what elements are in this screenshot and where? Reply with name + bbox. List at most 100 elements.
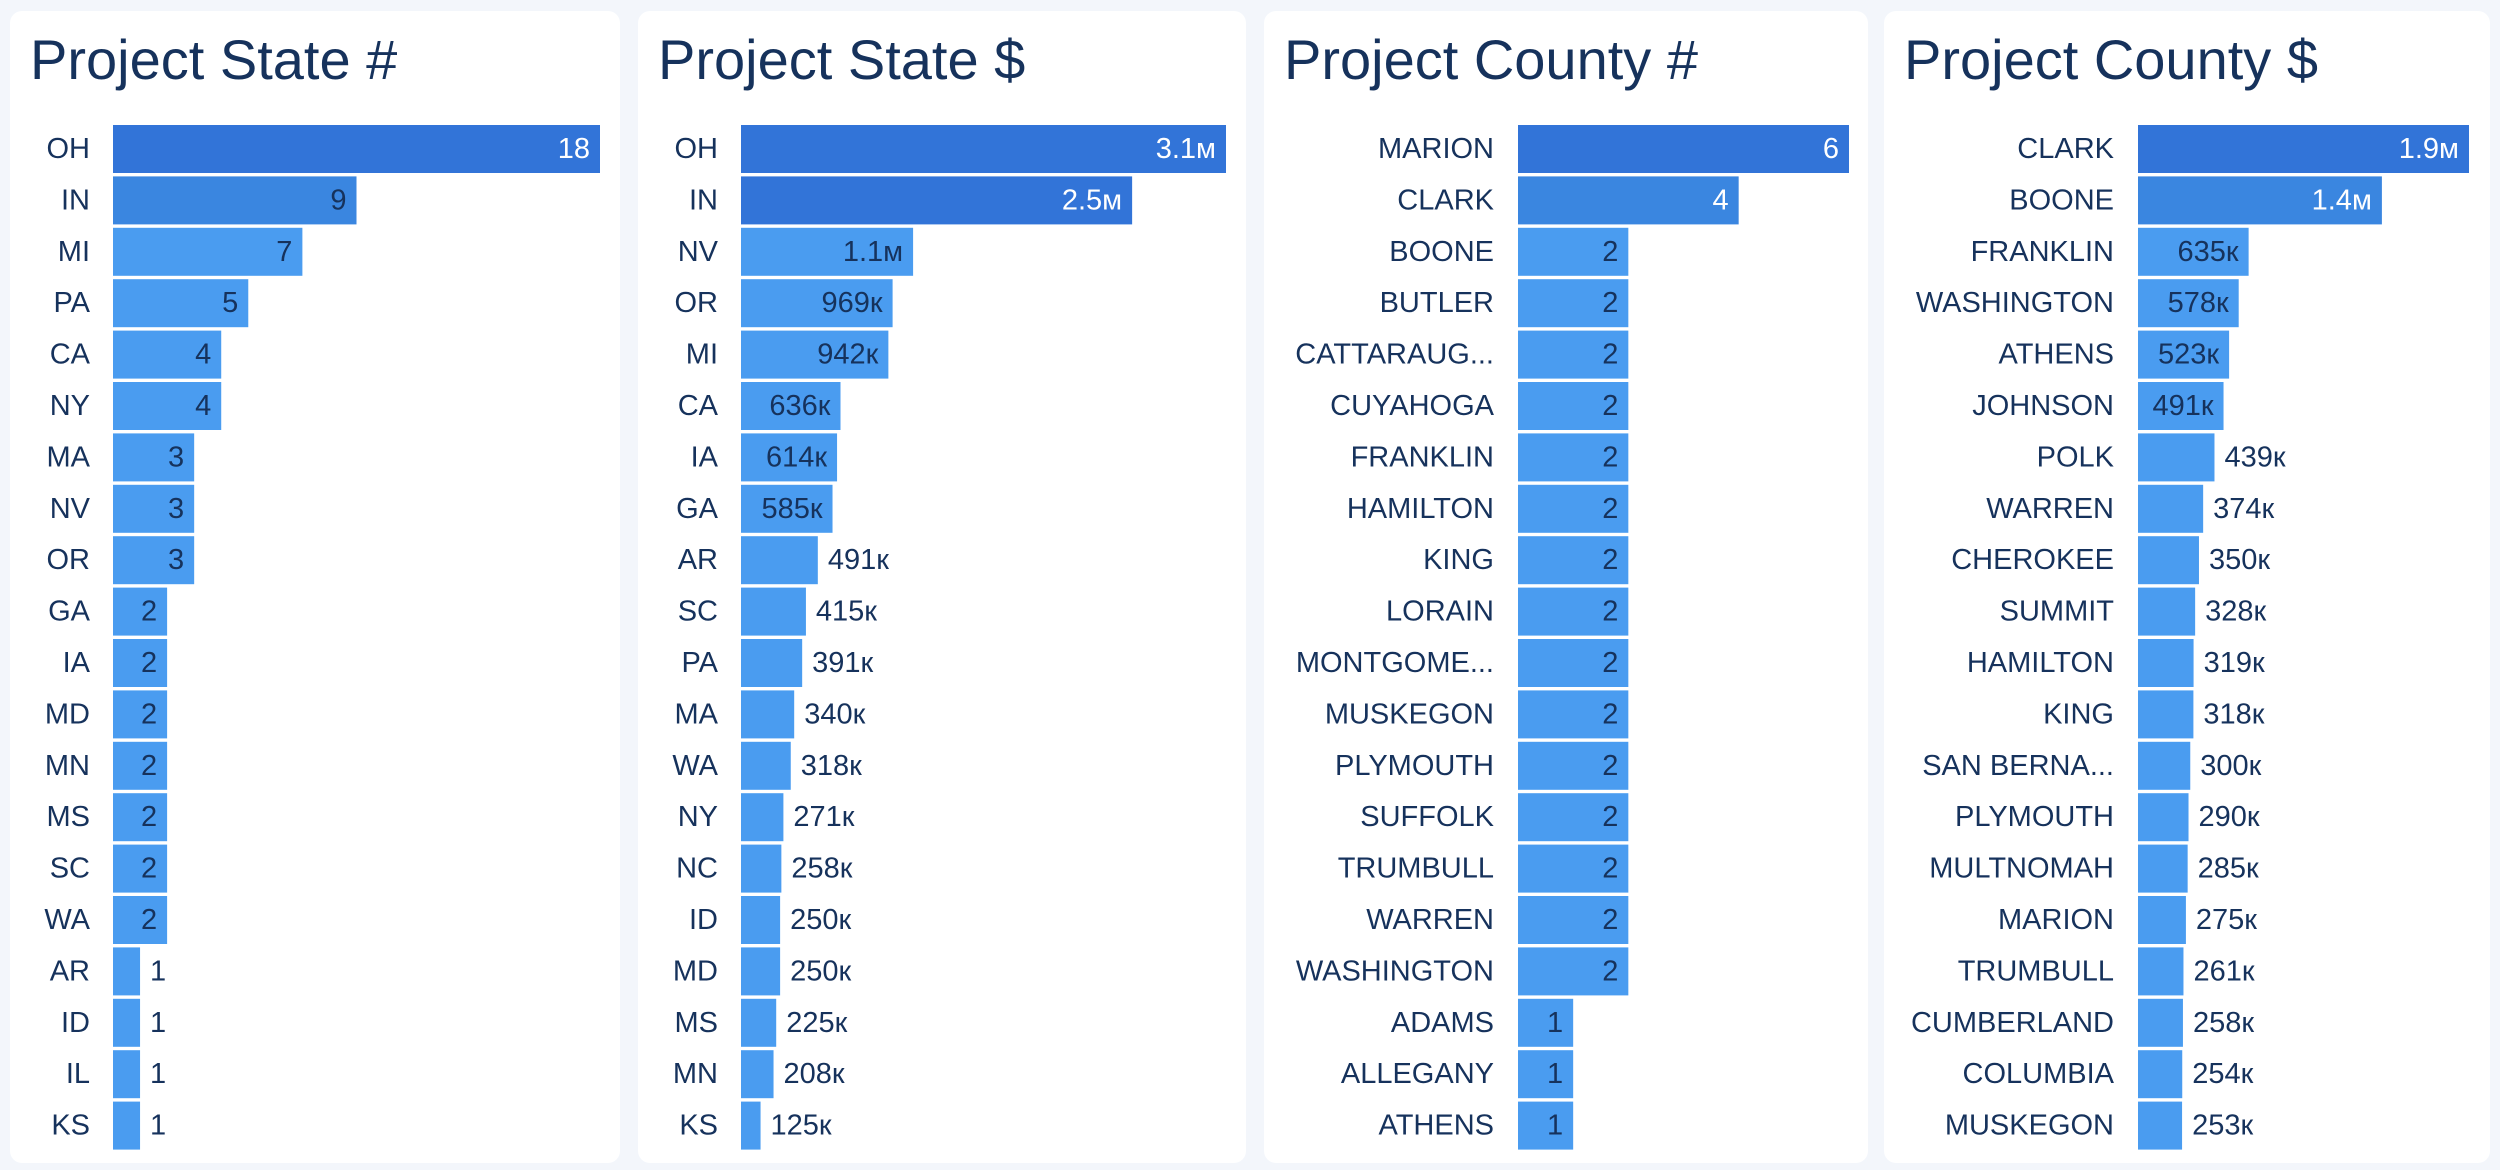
bar-ar[interactable] (113, 947, 141, 996)
bar-warren[interactable] (2138, 484, 2204, 533)
bar-ca[interactable] (741, 382, 841, 430)
bar-ny[interactable] (113, 382, 222, 430)
bar-athens[interactable] (1518, 1101, 1574, 1150)
bar-in[interactable] (113, 176, 357, 225)
bar-cumberland[interactable] (2138, 998, 2183, 1047)
category-label: OR (47, 544, 91, 576)
category-label: NV (678, 236, 719, 268)
bar-md[interactable] (741, 947, 781, 996)
value-label: 4 (1713, 184, 1729, 216)
bar-franklin[interactable] (2138, 227, 2249, 276)
bar-mn[interactable] (741, 1050, 774, 1099)
bar-ma[interactable] (741, 690, 795, 739)
bar-ny[interactable] (741, 793, 784, 842)
bar-or[interactable] (113, 536, 195, 585)
bar-ks[interactable] (113, 1101, 141, 1150)
bar-adams[interactable] (1518, 998, 1574, 1047)
value-label: 225к (786, 1007, 847, 1039)
bar-sc[interactable] (741, 587, 806, 636)
value-label: 5 (222, 287, 238, 319)
bar-muskegon[interactable] (2138, 1101, 2183, 1150)
bar-king[interactable] (2138, 690, 2194, 739)
bar-id[interactable] (741, 896, 781, 944)
bar-plymouth[interactable] (2138, 793, 2189, 842)
bar-oh[interactable] (741, 125, 1226, 173)
bar-ms[interactable] (741, 998, 777, 1047)
value-label: 2 (141, 801, 157, 833)
bar-ga[interactable] (741, 484, 833, 533)
bar-ia[interactable] (113, 639, 168, 687)
value-label: 969к (822, 287, 883, 319)
bar-cherokee[interactable] (2138, 536, 2199, 585)
bar-marion[interactable] (2138, 896, 2186, 944)
bar-plymouth[interactable] (1518, 741, 1629, 790)
bar-nc[interactable] (741, 844, 782, 893)
bar-cattaraug[interactable] (1518, 330, 1629, 379)
bar-boone[interactable] (2138, 176, 2382, 225)
bar-franklin[interactable] (1518, 433, 1629, 482)
bar-muskegon[interactable] (1518, 690, 1629, 739)
category-label: WARREN (1986, 493, 2114, 525)
bar-wa[interactable] (113, 896, 168, 944)
bar-in[interactable] (741, 176, 1133, 225)
value-label: 2 (141, 698, 157, 730)
bar-hamilton[interactable] (2138, 639, 2194, 687)
bar-ia[interactable] (741, 433, 838, 482)
bar-cuyahoga[interactable] (1518, 382, 1629, 430)
bar-butler[interactable] (1518, 279, 1629, 328)
bar-columbia[interactable] (2138, 1050, 2183, 1099)
bar-ga[interactable] (113, 587, 168, 636)
bar-ks[interactable] (741, 1101, 761, 1150)
category-label: MARION (1998, 904, 2114, 936)
bar-washington[interactable] (2138, 279, 2239, 328)
bar-warren[interactable] (1518, 896, 1629, 944)
bar-sc[interactable] (113, 844, 168, 893)
bar-johnson[interactable] (2138, 382, 2224, 430)
bar-marion[interactable] (1518, 125, 1849, 173)
bar-trumbull[interactable] (1518, 844, 1629, 893)
bar-ms[interactable] (113, 793, 168, 842)
bar-pa[interactable] (741, 639, 803, 687)
bar-suffolk[interactable] (1518, 793, 1629, 842)
bar-boone[interactable] (1518, 227, 1629, 276)
category-label: WA (44, 904, 90, 936)
bar-lorain[interactable] (1518, 587, 1629, 636)
bar-clark[interactable] (1518, 176, 1739, 225)
bar-ar[interactable] (741, 536, 818, 585)
category-label: MD (673, 955, 718, 987)
bar-hamilton[interactable] (1518, 484, 1629, 533)
bar-pa[interactable] (113, 279, 249, 328)
bar-wa[interactable] (741, 741, 791, 790)
bar-nv[interactable] (113, 484, 195, 533)
bar-polk[interactable] (2138, 433, 2215, 482)
bar-oh[interactable] (113, 125, 600, 173)
bar-multnomah[interactable] (2138, 844, 2188, 893)
bar-ca[interactable] (113, 330, 222, 379)
bar-mi[interactable] (741, 330, 889, 379)
bar-montgome[interactable] (1518, 639, 1629, 687)
value-label: 2 (1602, 904, 1618, 936)
value-label: 9 (330, 184, 346, 216)
category-label: OH (47, 133, 91, 165)
bar-nv[interactable] (741, 227, 914, 276)
bar-ma[interactable] (113, 433, 195, 482)
bar-trumbull[interactable] (2138, 947, 2184, 996)
bar-washington[interactable] (1518, 947, 1629, 996)
bar-il[interactable] (113, 1050, 141, 1099)
bar-summit[interactable] (2138, 587, 2196, 636)
bar-king[interactable] (1518, 536, 1629, 585)
bar-md[interactable] (113, 690, 168, 739)
value-label: 7 (276, 236, 292, 268)
category-label: WARREN (1366, 904, 1494, 936)
bar-clark[interactable] (2138, 125, 2469, 173)
value-label: 2 (1602, 801, 1618, 833)
bar-id[interactable] (113, 998, 141, 1047)
bar-or[interactable] (741, 279, 893, 328)
bar-chart-state-dollars: OH 3.1м IN 2.5м NV 1.1м OR 969к MI 942к CA 636к IA 61… (672, 125, 1226, 1150)
bar-mi[interactable] (113, 227, 303, 276)
bar-san-berna[interactable] (2138, 741, 2191, 790)
bar-allegany[interactable] (1518, 1050, 1574, 1099)
bar-athens[interactable] (2138, 330, 2230, 379)
category-label: IA (691, 441, 719, 473)
bar-mn[interactable] (113, 741, 168, 790)
